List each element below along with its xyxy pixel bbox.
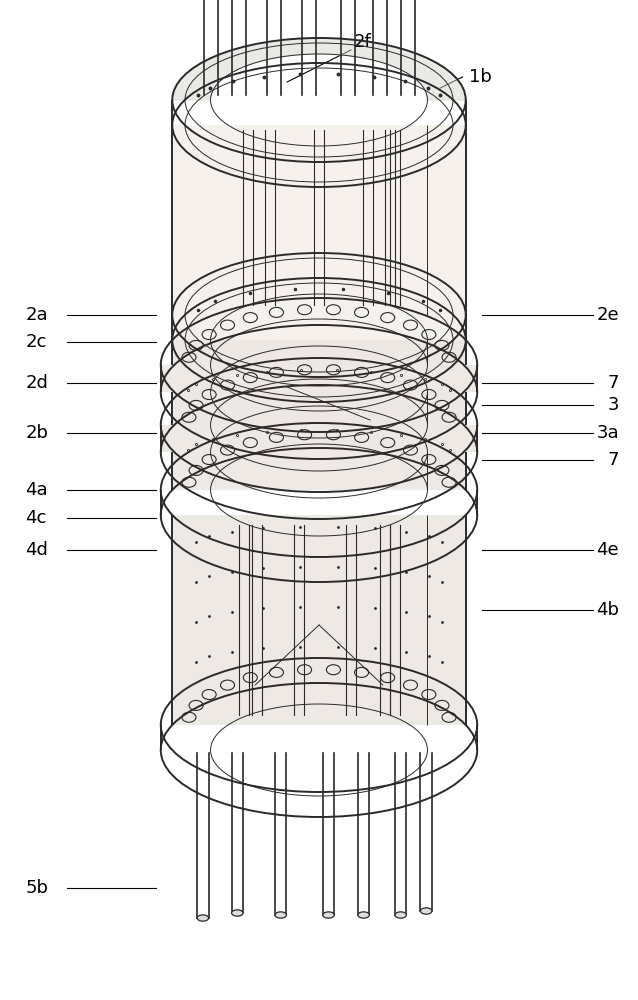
Text: 1b: 1b [469, 68, 492, 86]
Bar [172, 515, 466, 725]
Text: 5b: 5b [26, 879, 48, 897]
Text: 2b: 2b [26, 424, 48, 442]
Text: 4e: 4e [597, 541, 619, 559]
Text: 3: 3 [607, 396, 619, 414]
Text: 4b: 4b [596, 601, 619, 619]
Bar [172, 125, 466, 340]
Text: 4a: 4a [26, 481, 48, 499]
Bar [161, 365, 477, 392]
Text: 2f: 2f [354, 33, 372, 51]
Text: 7: 7 [607, 374, 619, 392]
Ellipse shape [420, 908, 432, 914]
Bar [172, 392, 466, 425]
Ellipse shape [395, 912, 406, 918]
Bar [172, 340, 466, 365]
Bar [172, 452, 466, 490]
Text: 3a: 3a [597, 424, 619, 442]
Text: 4d: 4d [26, 541, 48, 559]
Text: 4c: 4c [26, 509, 47, 527]
Ellipse shape [323, 912, 334, 918]
Text: 2d: 2d [26, 374, 48, 392]
Text: 7: 7 [607, 451, 619, 469]
Text: 2a: 2a [26, 306, 48, 324]
Ellipse shape [358, 912, 369, 918]
Polygon shape [172, 38, 466, 100]
Text: 2c: 2c [26, 333, 47, 351]
Bar [161, 425, 477, 452]
Text: 2e: 2e [597, 306, 619, 324]
Ellipse shape [275, 912, 286, 918]
Ellipse shape [232, 910, 243, 916]
Ellipse shape [197, 915, 209, 921]
